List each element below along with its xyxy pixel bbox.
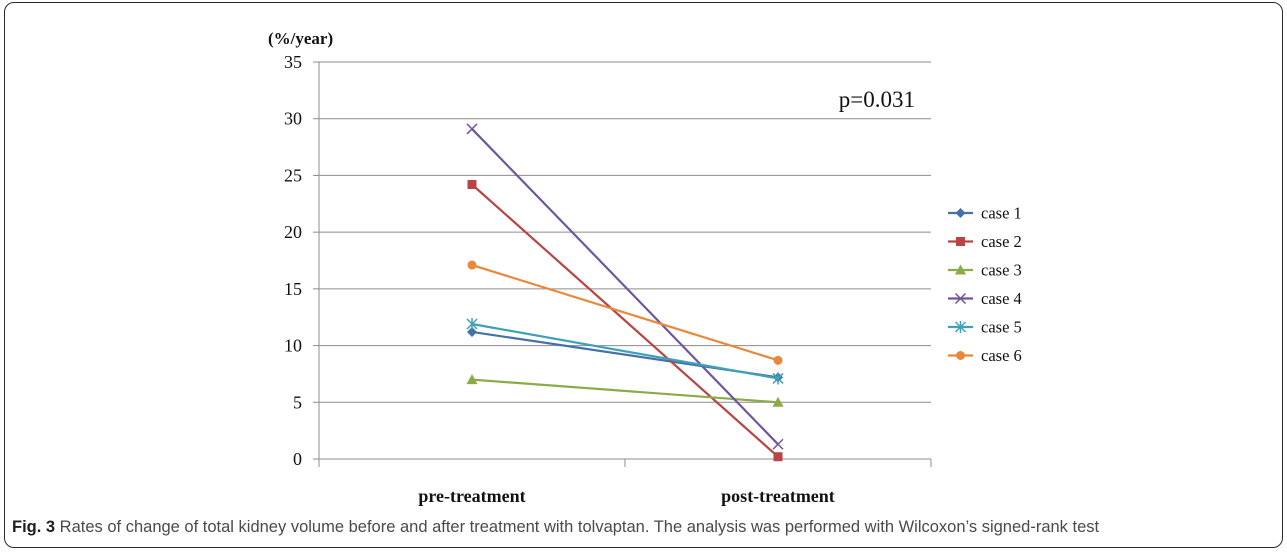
legend-label: case 1 <box>981 204 1022 223</box>
legend-marker <box>954 321 967 333</box>
y-tick-labels: 0 5 10 15 20 25 30 35 <box>284 52 302 469</box>
marker-shape <box>955 264 966 275</box>
data-point <box>466 374 478 385</box>
y-tick-label: 20 <box>284 222 302 242</box>
x-tick-labels: pre-treatment post-treatment <box>418 486 834 506</box>
legend-item: case 5 <box>948 318 1022 337</box>
marker-shape <box>467 260 477 270</box>
series-line <box>471 322 779 380</box>
data-point <box>467 180 477 190</box>
data-point <box>772 396 784 407</box>
data-point <box>772 372 784 385</box>
data-point <box>467 326 477 337</box>
data-point <box>772 438 784 450</box>
series-case-1 <box>467 326 783 383</box>
marker-stroke <box>954 292 967 305</box>
legend-marker <box>956 237 965 246</box>
y-tick-label: 0 <box>293 449 302 469</box>
marker-shape <box>956 237 965 246</box>
data-point <box>773 452 783 462</box>
y-tick-label: 35 <box>284 52 302 72</box>
legend-marker <box>956 351 965 360</box>
legend-item: case 2 <box>948 232 1022 251</box>
gridlines <box>319 61 931 403</box>
marker-shape <box>773 355 783 365</box>
series-line <box>471 378 779 404</box>
caption-text: Rates of change of total kidney volume b… <box>55 518 1100 536</box>
legend-marker <box>955 208 966 218</box>
marker-shape <box>467 180 477 190</box>
figure-caption: Fig. 3 Rates of change of total kidney v… <box>12 518 1280 537</box>
marker-shape <box>467 326 477 337</box>
marker-shape <box>466 374 478 385</box>
axes <box>313 61 932 467</box>
legend-marker <box>955 264 966 275</box>
series-line <box>471 128 779 446</box>
marker-shape <box>772 396 784 407</box>
series-case-3 <box>466 374 784 407</box>
legend-label: case 6 <box>981 346 1022 365</box>
legend: case 1 case 2 case 3 case 4 case 5 case 6 <box>948 204 1022 365</box>
p-value-annotation: p=0.031 <box>839 87 915 112</box>
caption-label: Fig. 3 <box>12 518 56 536</box>
series-line <box>471 263 779 362</box>
line-chart: (%/year) 0 5 10 15 20 25 30 35 pre-treatment pos… <box>268 29 1022 506</box>
series-case-5 <box>466 318 784 385</box>
y-tick-label: 30 <box>284 109 302 129</box>
legend-marker <box>954 292 967 305</box>
y-tick-label: 25 <box>284 165 302 185</box>
legend-item: case 3 <box>948 261 1022 280</box>
series-group <box>466 123 784 462</box>
legend-label: case 5 <box>981 318 1022 337</box>
marker-shape <box>956 351 965 360</box>
legend-item: case 1 <box>948 204 1022 223</box>
y-axis-unit-label: (%/year) <box>268 29 333 48</box>
y-tick-label: 10 <box>284 336 302 356</box>
data-point <box>467 260 477 270</box>
legend-label: case 4 <box>981 289 1022 308</box>
marker-shape <box>773 452 783 462</box>
x-tick-label: pre-treatment <box>418 486 525 506</box>
marker-stroke <box>466 123 478 135</box>
series-case-4 <box>466 123 784 450</box>
legend-item: case 6 <box>948 346 1022 365</box>
figure-frame <box>4 2 1283 548</box>
legend-item: case 4 <box>948 289 1022 308</box>
legend-label: case 3 <box>981 261 1022 280</box>
marker-stroke <box>772 438 784 450</box>
legend-label: case 2 <box>981 232 1022 251</box>
x-tick-label: post-treatment <box>721 486 835 506</box>
data-point <box>466 318 478 331</box>
series-case-6 <box>467 260 783 365</box>
data-point <box>773 355 783 365</box>
y-tick-label: 15 <box>284 279 302 299</box>
series-case-2 <box>467 180 783 462</box>
series-line <box>471 183 779 458</box>
data-point <box>466 123 478 135</box>
y-tick-label: 5 <box>293 392 302 412</box>
marker-shape <box>955 208 966 218</box>
